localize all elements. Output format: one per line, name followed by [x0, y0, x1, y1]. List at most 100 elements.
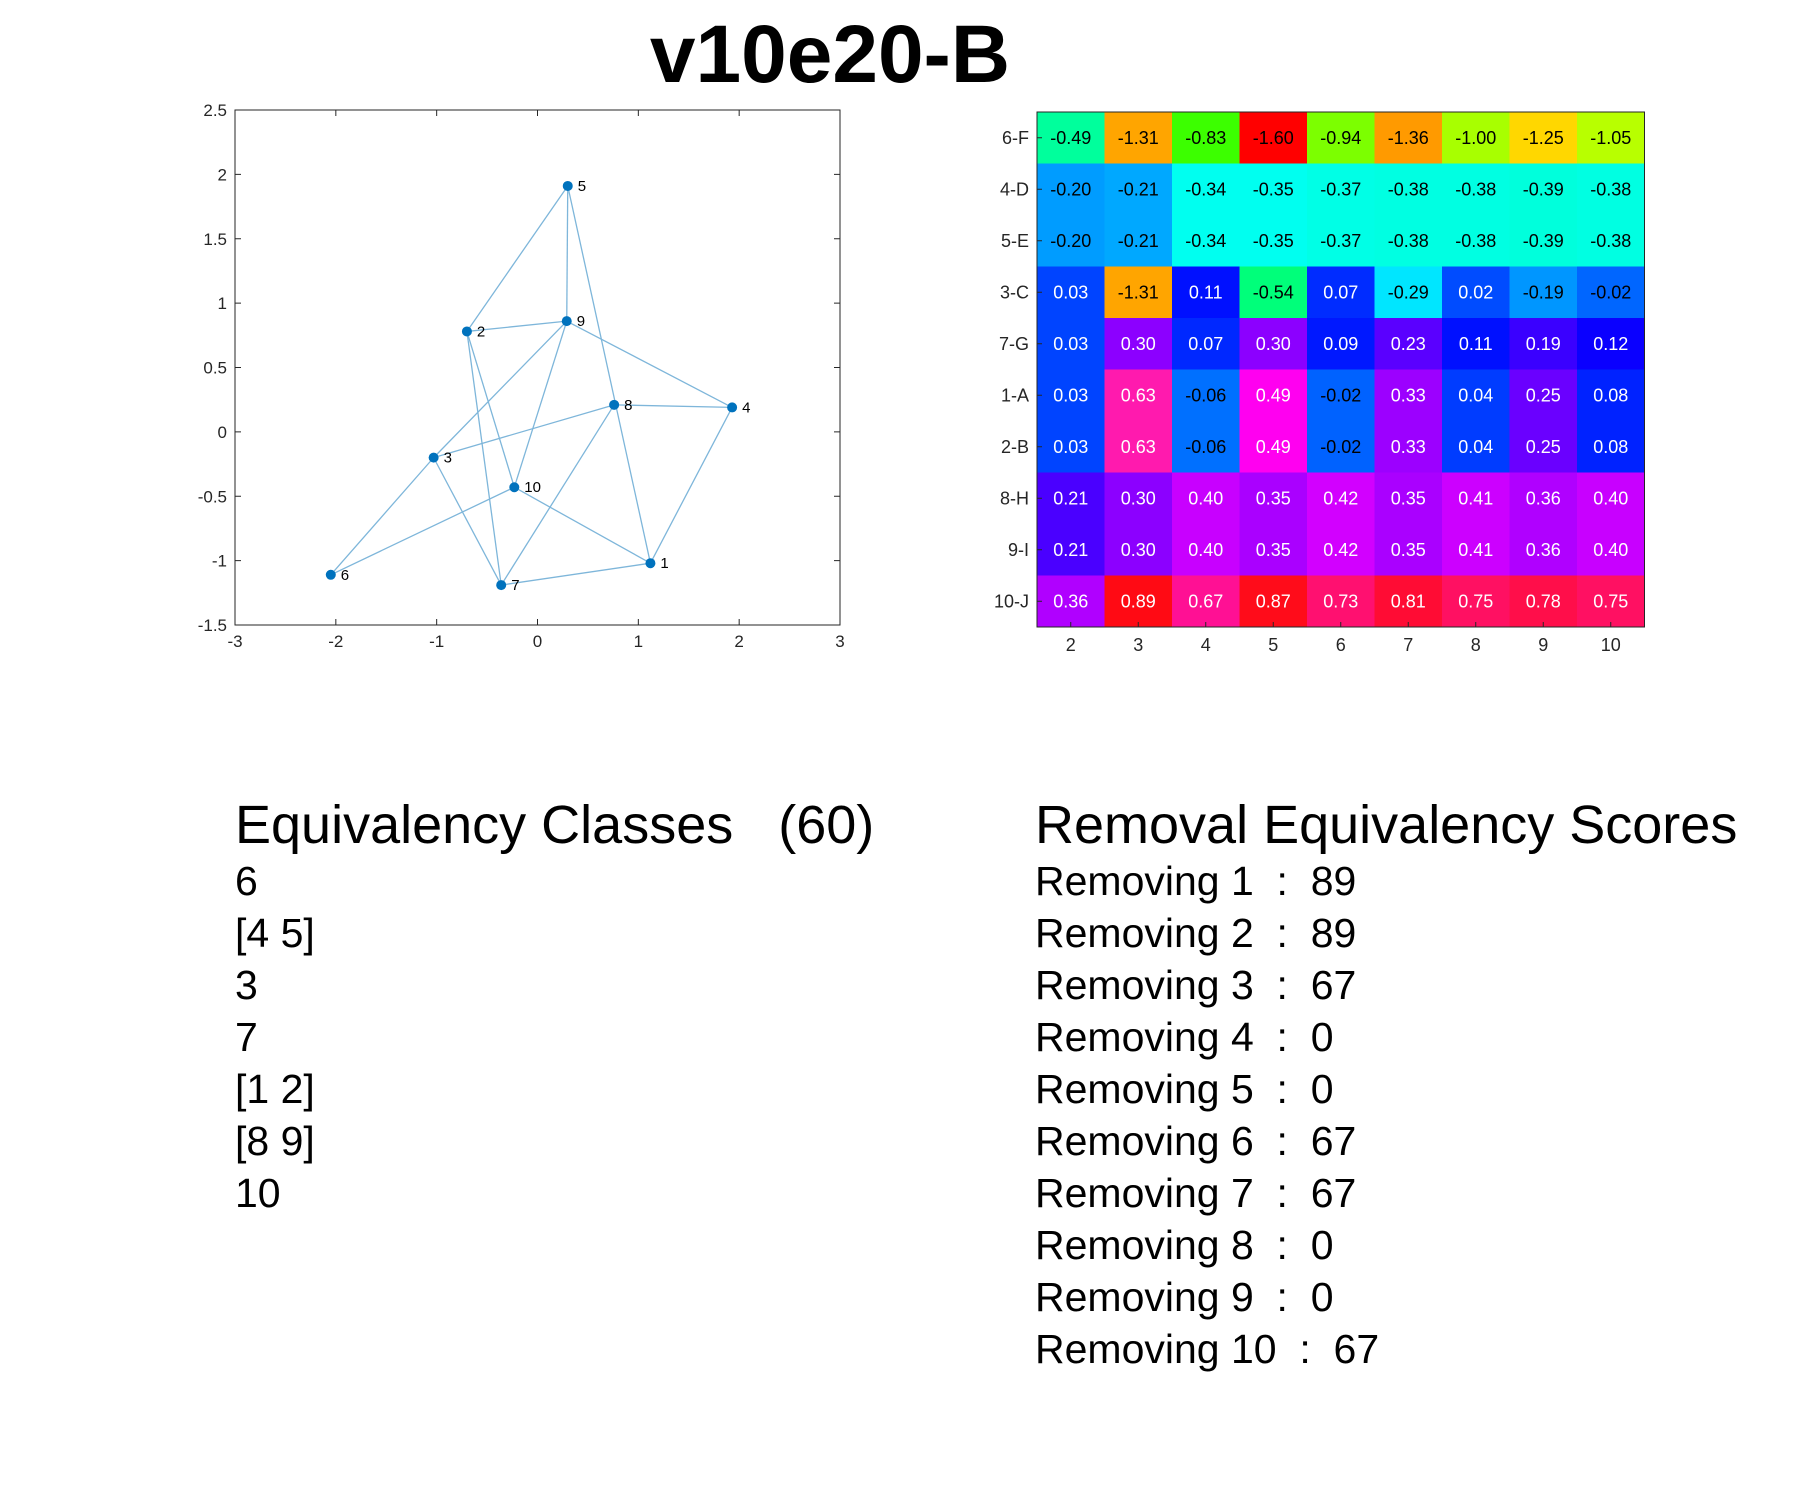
heatmap-cell	[1509, 266, 1578, 319]
heatmap-cell-value: 0.04	[1458, 385, 1493, 405]
heatmap-cell-value: 0.08	[1593, 437, 1628, 457]
heatmap-cell-value: 0.21	[1053, 488, 1088, 508]
heatmap-cell-value: 0.03	[1053, 334, 1088, 354]
heatmap-cell-value: -0.39	[1523, 179, 1564, 199]
row-label: 5-E	[1001, 231, 1029, 251]
node-label: 4	[742, 399, 750, 416]
heatmap-cell	[1442, 369, 1510, 422]
heatmap-cell	[1577, 215, 1645, 267]
col-label: 2	[1066, 635, 1076, 655]
row-label: 4-D	[1000, 179, 1029, 199]
heatmap-cell	[1509, 524, 1578, 576]
graph-node	[509, 482, 520, 493]
node-label: 1	[660, 555, 668, 572]
node-label: 9	[577, 313, 585, 330]
heatmap-cell-value: 0.87	[1256, 591, 1291, 611]
heatmap-cell-value: 0.42	[1323, 488, 1358, 508]
heatmap-cell	[1374, 112, 1443, 164]
heatmap-cell	[1307, 215, 1375, 267]
heatmap-cell-value: 0.30	[1121, 540, 1156, 560]
heatmap-cell	[1509, 369, 1578, 422]
heatmap-cell-value: -0.83	[1185, 128, 1226, 148]
col-label: 5	[1268, 635, 1278, 655]
equivalency-class-item: 6	[235, 858, 258, 904]
heatmap-cell	[1104, 575, 1173, 628]
heatmap-cell-value: 0.25	[1526, 385, 1561, 405]
heatmap-cell-value: 0.78	[1526, 591, 1561, 611]
graph-node	[325, 569, 336, 580]
heatmap-cell-value: -0.37	[1320, 231, 1361, 251]
heatmap-cell	[1104, 369, 1173, 422]
graph-edge	[567, 185, 652, 564]
heatmap-cell-value: -0.38	[1388, 231, 1429, 251]
heatmap-cell	[1374, 369, 1443, 422]
heatmap-cell-value: 0.11	[1459, 334, 1493, 354]
removal-score-item: Removing 4 : 0	[1035, 1014, 1334, 1060]
heatmap-cell-value: 0.36	[1526, 540, 1561, 560]
x-tick-label: 1	[634, 632, 643, 651]
heatmap-cell-value: 0.73	[1323, 591, 1358, 611]
heatmap-cell-value: 0.08	[1593, 385, 1628, 405]
row-label: 7-G	[999, 334, 1029, 354]
col-label: 10	[1601, 635, 1621, 655]
heatmap-cell-value: 0.02	[1458, 282, 1493, 302]
heatmap-cell	[1307, 575, 1375, 628]
heatmap-cell	[1239, 266, 1308, 319]
removal-score-item: Removing 8 : 0	[1035, 1222, 1334, 1268]
removal-scores-section: Removal Equivalency Scores Removing 1 : …	[1035, 795, 1775, 1375]
heatmap-cell	[1172, 524, 1240, 576]
heatmap-cell-value: -0.21	[1118, 231, 1159, 251]
heatmap-cell-value: -0.38	[1590, 231, 1631, 251]
equivalency-class-item: [8 9]	[235, 1118, 315, 1164]
heatmap-cell-value: 0.75	[1593, 591, 1628, 611]
node-label: 2	[477, 323, 485, 340]
heatmap-cell	[1239, 215, 1308, 267]
row-label: 10-J	[994, 591, 1029, 611]
heatmap-cell	[1442, 163, 1510, 216]
heatmap-cell-value: -0.29	[1388, 282, 1429, 302]
col-label: 4	[1201, 635, 1211, 655]
row-label: 6-F	[1002, 128, 1029, 148]
removal-score-item: Removing 3 : 67	[1035, 962, 1357, 1008]
graph-edge	[513, 320, 568, 488]
heatmap-cell	[1374, 472, 1443, 525]
heatmap-cell	[1577, 524, 1645, 576]
row-label: 1-A	[1001, 385, 1029, 405]
heatmap-cell	[1172, 318, 1240, 370]
x-tick-label: -1	[429, 632, 444, 651]
y-tick-label: -1	[212, 552, 227, 571]
removal-score-item: Removing 9 : 0	[1035, 1274, 1334, 1320]
heatmap-cell	[1037, 575, 1105, 628]
heatmap-cell	[1509, 112, 1578, 164]
heatmap-cell	[1239, 369, 1308, 422]
heatmap-cell-value: 0.25	[1526, 437, 1561, 457]
heatmap-cell-value: -1.05	[1590, 128, 1631, 148]
heatmap-cell-value: -0.21	[1118, 179, 1159, 199]
heatmap-cell-value: -0.54	[1253, 282, 1294, 302]
network-graph-plot: -3 -2 -1 0 1 2 3 -1.5 -1 -0.5 0 0.5 1 1.5 2 2.5 1 2 3 4 5 6 7 8…	[198, 101, 845, 651]
heatmap-cell-value: 0.03	[1053, 282, 1088, 302]
y-tick-label: 0	[218, 423, 227, 442]
heatmap-cell-value: -0.06	[1185, 437, 1226, 457]
removal-score-item: Removing 6 : 67	[1035, 1118, 1357, 1164]
equivalency-classes-list: 6 [4 5] 3 7 [1 2] [8 9] 10	[235, 855, 935, 1219]
graph-edge	[513, 486, 651, 564]
heatmap-cell-value: 0.23	[1391, 334, 1426, 354]
heatmap-cell	[1577, 369, 1645, 422]
heatmap-cell	[1307, 369, 1375, 422]
equivalency-classes-section: Equivalency Classes (60) 6 [4 5] 3 7 [1 2] [8…	[235, 795, 935, 1219]
heatmap-cell-value: 0.30	[1256, 334, 1291, 354]
heatmap-cell	[1374, 575, 1443, 628]
x-tick-label: 2	[734, 632, 743, 651]
heatmap-cell-value: -0.20	[1050, 231, 1091, 251]
heatmap-cell	[1307, 472, 1375, 525]
removal-score-item: Removing 10 : 67	[1035, 1326, 1380, 1372]
graph-edge	[466, 331, 515, 488]
heatmap-cell	[1442, 215, 1510, 267]
heatmap-cell	[1307, 266, 1375, 319]
x-tick-label: 0	[533, 632, 542, 651]
heatmap-cell	[1577, 266, 1645, 319]
heatmap-cell-value: 0.19	[1526, 334, 1561, 354]
heatmap-chart: -0.49 -1.31 -0.83 -1.60 -0.94 -1.36 -1.00 -1.25…	[994, 111, 1645, 655]
heatmap-cell	[1577, 575, 1645, 628]
